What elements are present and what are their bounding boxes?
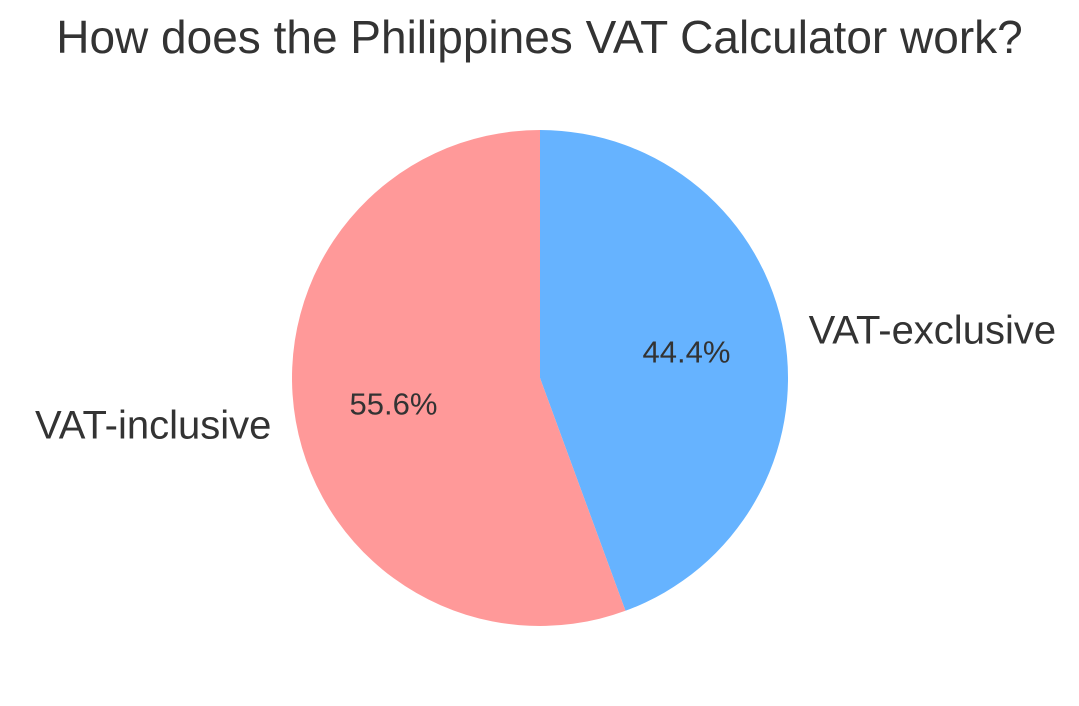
chart-title: How does the Philippines VAT Calculator … <box>56 11 1023 63</box>
pie-pct-label: 55.6% <box>350 387 438 422</box>
pie-pct-label: 44.4% <box>643 335 731 370</box>
pie-name-label: VAT-exclusive <box>809 308 1056 352</box>
pie-slice-vat-inclusive <box>292 130 626 627</box>
pie-slice-vat-exclusive <box>540 130 789 611</box>
pie-name-label: VAT-inclusive <box>35 404 271 448</box>
